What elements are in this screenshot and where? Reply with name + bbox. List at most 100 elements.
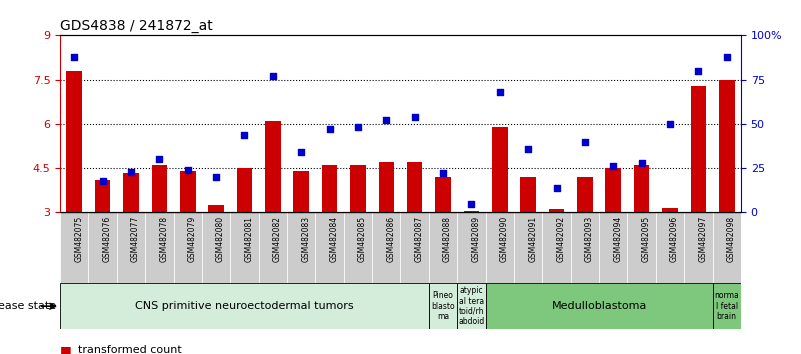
Text: GSM482083: GSM482083 [301,216,310,262]
Bar [350,165,366,212]
Point [352,125,364,130]
Text: GSM482080: GSM482080 [216,216,225,262]
Bar [713,212,741,283]
Point [607,164,620,169]
Bar [407,162,422,212]
Point [323,126,336,132]
Point [409,114,421,120]
Bar [656,212,684,283]
Point [465,201,478,206]
Bar [627,212,656,283]
Point [181,167,194,173]
Bar [231,212,259,283]
Text: GSM482095: GSM482095 [642,216,650,262]
Text: GSM482093: GSM482093 [585,216,594,262]
Text: GSM482076: GSM482076 [103,216,111,262]
Bar [634,165,650,212]
Text: ■: ■ [60,344,72,354]
Text: GDS4838 / 241872_at: GDS4838 / 241872_at [60,19,213,33]
Text: Medulloblastoma: Medulloblastoma [551,301,646,311]
Bar [322,165,337,212]
Text: GSM482075: GSM482075 [74,216,83,262]
Text: GSM482089: GSM482089 [472,216,481,262]
Bar [549,210,565,212]
Bar [287,212,316,283]
Bar [599,212,627,283]
Bar [265,121,280,212]
Bar [521,177,536,212]
Bar [662,208,678,212]
Text: GSM482084: GSM482084 [329,216,339,262]
Text: GSM482082: GSM482082 [273,216,282,262]
Bar [542,212,570,283]
Bar [293,171,309,212]
Bar [372,212,400,283]
Text: GSM482097: GSM482097 [698,216,707,262]
Text: GSM482088: GSM482088 [443,216,452,262]
Point [437,171,449,176]
Bar [570,212,599,283]
Text: atypic
al tera
toid/rh
abdoid: atypic al tera toid/rh abdoid [458,286,485,326]
Point [550,185,563,190]
Bar [577,177,593,212]
Bar [485,283,713,329]
Point [663,121,676,127]
Bar [485,212,514,283]
Point [68,54,81,59]
Bar [719,80,735,212]
Text: Pineo
blasto
ma: Pineo blasto ma [431,291,455,321]
Bar [66,71,82,212]
Bar [60,212,88,283]
Text: GSM482096: GSM482096 [670,216,679,262]
Point [380,118,392,123]
Bar [435,177,451,212]
Text: GSM482091: GSM482091 [528,216,537,262]
Bar [429,212,457,283]
Text: GSM482092: GSM482092 [557,216,566,262]
Text: GSM482098: GSM482098 [727,216,736,262]
Point [692,68,705,74]
Text: GSM482087: GSM482087 [415,216,424,262]
Point [153,156,166,162]
Point [295,149,308,155]
Bar [492,127,508,212]
Bar [151,165,167,212]
Bar [60,283,429,329]
Bar [344,212,372,283]
Bar [379,162,394,212]
Bar [690,86,706,212]
Text: norma
l fetal
brain: norma l fetal brain [714,291,739,321]
Bar [457,283,485,329]
Bar [316,212,344,283]
Point [493,89,506,95]
Point [578,139,591,144]
Bar [174,212,202,283]
Point [635,160,648,166]
Bar [606,168,621,212]
Text: GSM482077: GSM482077 [131,216,140,262]
Bar [202,212,231,283]
Text: GSM482079: GSM482079 [187,216,197,262]
Bar [95,180,111,212]
Point [267,73,280,79]
Bar [180,171,195,212]
Point [210,174,223,180]
Point [521,146,534,152]
Text: GSM482081: GSM482081 [244,216,253,262]
Bar [259,212,287,283]
Bar [88,212,117,283]
Bar [117,212,145,283]
Text: CNS primitive neuroectodermal tumors: CNS primitive neuroectodermal tumors [135,301,354,311]
Point [238,132,251,137]
Point [720,54,733,59]
Point [125,169,138,175]
Text: GSM482085: GSM482085 [358,216,367,262]
Text: GSM482086: GSM482086 [386,216,396,262]
Bar [429,283,457,329]
Text: transformed count: transformed count [78,346,182,354]
Bar [236,168,252,212]
Text: GSM482094: GSM482094 [614,216,622,262]
Bar [457,212,485,283]
Bar [145,212,174,283]
Bar [123,173,139,212]
